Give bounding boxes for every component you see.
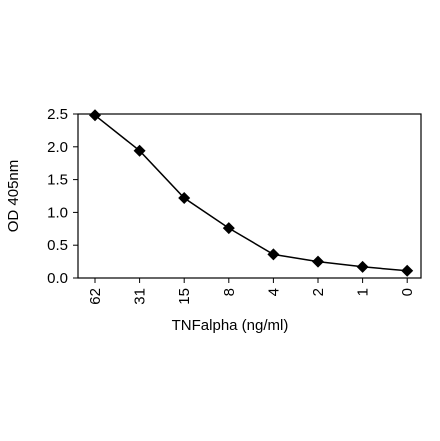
data-point-marker (401, 264, 414, 277)
x-tick-label: 2 (310, 288, 327, 296)
data-point-marker (312, 255, 324, 268)
data-point-marker (222, 222, 235, 235)
y-axis-ticks: 0.0 0.5 1.0 1.5 2.0 2.5 (47, 106, 78, 287)
y-tick-label: 1.5 (47, 172, 68, 189)
y-tick-label: 1.0 (47, 204, 68, 221)
series-markers (89, 109, 414, 277)
x-tick-label: 31 (132, 288, 149, 305)
data-point-marker (133, 144, 146, 157)
x-tick-label: 8 (221, 288, 238, 296)
x-tick-label: 1 (355, 288, 372, 296)
y-tick-label: 0.0 (47, 270, 68, 287)
series-line (94, 114, 408, 272)
data-point-marker (356, 260, 369, 273)
y-tick-label: 2.5 (47, 106, 68, 123)
x-tick-label: 0 (399, 288, 416, 296)
y-tick-label: 0.5 (47, 237, 68, 254)
data-point-marker (267, 248, 280, 261)
x-tick-label: 62 (87, 288, 104, 305)
data-point-marker (89, 109, 101, 122)
x-tick-label: 15 (176, 288, 193, 305)
x-axis-ticks: 62 31 15 8 4 2 1 0 (87, 278, 416, 305)
data-point-marker (178, 191, 191, 204)
plot-frame (77, 113, 422, 279)
x-axis-title: TNFalpha (ng/ml) (172, 317, 289, 334)
y-tick-label: 2.0 (47, 139, 68, 156)
x-tick-label: 4 (265, 288, 282, 296)
y-axis-title: OD 405nm (5, 160, 22, 233)
